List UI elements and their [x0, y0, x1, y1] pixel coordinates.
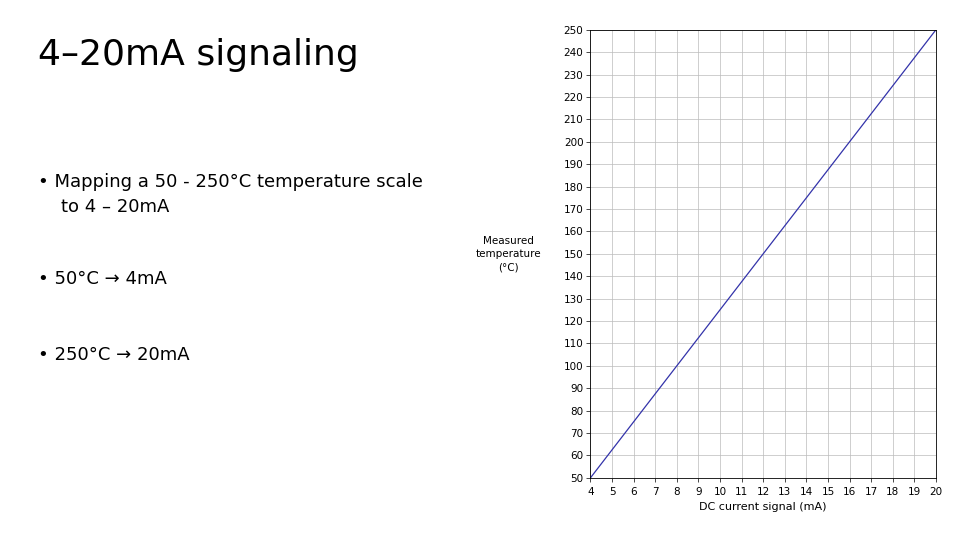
Text: Measured
temperature
(°C): Measured temperature (°C) — [476, 235, 541, 272]
X-axis label: DC current signal (mA): DC current signal (mA) — [700, 503, 827, 512]
Text: • Mapping a 50 - 250°C temperature scale
    to 4 – 20mA: • Mapping a 50 - 250°C temperature scale… — [38, 173, 423, 216]
Text: 4–20mA signaling: 4–20mA signaling — [38, 38, 359, 72]
Text: • 50°C → 4mA: • 50°C → 4mA — [38, 270, 167, 288]
Text: • 250°C → 20mA: • 250°C → 20mA — [38, 346, 190, 363]
